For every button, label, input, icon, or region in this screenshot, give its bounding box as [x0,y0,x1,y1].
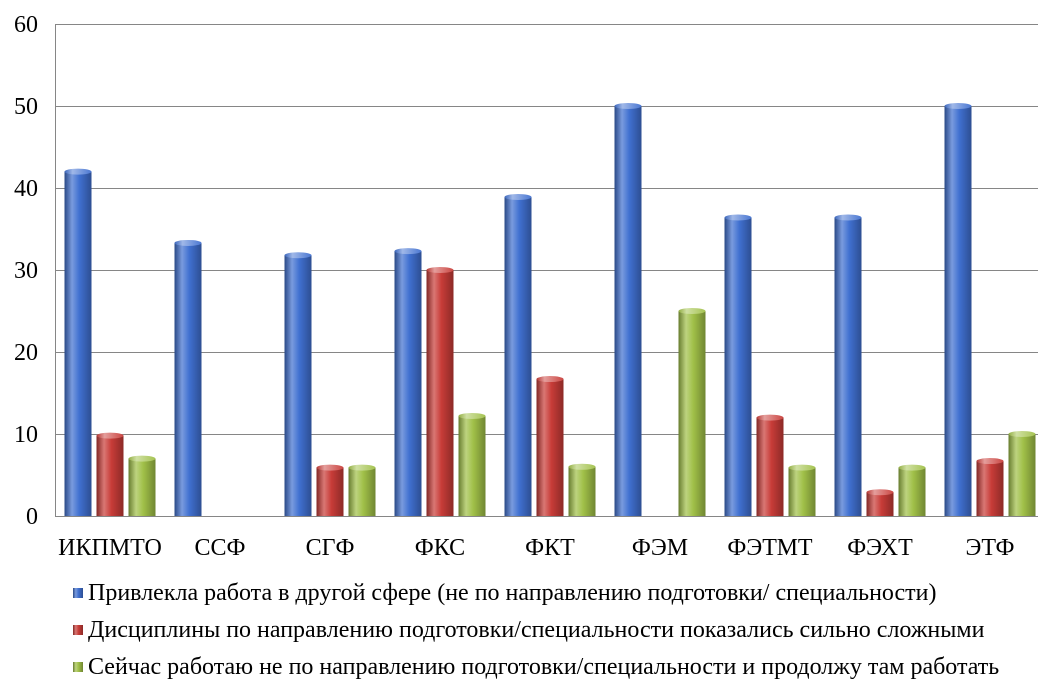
legend-swatch [73,588,83,598]
bar-group-7 [724,214,816,516]
legend-label: Привлекла работа в другой сфере (не по н… [88,580,936,606]
bar-top-cap [284,252,312,259]
x-axis-category-labels: ИКПМТО ССФ СГФ ФКС ФКТ ФЭМ ФЭТМТ ФЭХТ ЭТФ [58,535,1014,561]
bar-group-2 [174,239,202,516]
bar-top-cap [568,463,596,470]
bar-series3-1 [128,458,156,516]
bar-series2-8 [866,492,894,516]
bar-top-cap [756,414,784,421]
bar-series1-7 [724,217,752,516]
bar-series2-3 [316,467,344,516]
bar-series2-9 [976,461,1004,516]
legend-item-1: Привлекла работа в другой сфере (не по н… [73,580,936,606]
x-tick-label: ФКТ [525,535,575,561]
bar-series3-4 [458,415,486,516]
bar-top-cap [614,103,642,109]
legend-label: Сейчас работаю не по направлению подгото… [88,654,999,680]
bar-series1-8 [834,217,862,516]
legend-swatch [73,662,83,672]
bar-series2-5 [536,379,564,516]
bar-top-cap [504,194,532,201]
bar-top-cap [944,103,972,109]
bar-top-cap [96,432,124,439]
bar-group-1 [64,168,156,516]
bar-top-cap [64,168,92,175]
bar-top-cap [976,458,1004,465]
y-tick-label: 50 [14,94,38,120]
bar-top-cap [348,464,376,471]
bar-group-9 [944,103,1036,516]
bar-top-cap [1008,431,1036,437]
x-tick-label: ФКС [415,535,465,561]
bar-series2-1 [96,435,124,516]
bar-top-cap [898,464,926,471]
x-tick-label: ЭТФ [966,535,1015,561]
bar-top-cap [834,214,862,221]
bar-series2-7 [756,417,784,516]
bar-top-cap [174,239,202,246]
y-axis-tick-labels: 0 10 20 30 40 50 60 [14,12,38,530]
x-tick-label: ФЭТМТ [727,535,812,561]
bar-series3-3 [348,467,376,516]
bar-series3-6 [678,311,706,516]
bar-series2-4 [426,270,454,516]
bar-top-cap [788,464,816,471]
bar-series1-3 [284,255,312,517]
bar-top-cap [426,267,454,273]
y-tick-label: 20 [14,340,38,366]
bar-series1-9 [944,106,972,516]
bar-series1-6 [614,106,642,516]
bar-series1-1 [64,171,92,516]
bar-top-cap [128,455,156,462]
bar-top-cap [394,248,422,255]
bar-top-cap [724,214,752,221]
x-tick-label: СГФ [306,535,355,561]
legend: Привлекла работа в другой сфере (не по н… [73,580,999,680]
bar-series1-5 [504,197,532,516]
y-tick-label: 0 [26,504,38,530]
bar-top-cap [458,412,486,419]
y-tick-label: 30 [14,258,38,284]
bar-group-5 [504,194,596,516]
legend-swatch [73,625,83,635]
bar-top-cap [678,308,706,314]
legend-label: Дисциплины по направлению подготовки/спе… [88,617,985,643]
bar-top-cap [866,489,894,496]
bar-series1-2 [174,242,202,516]
bar-series3-8 [898,467,926,516]
bar-top-cap [536,376,564,383]
x-tick-label: ИКПМТО [58,535,162,561]
y-tick-label: 10 [14,422,38,448]
bar-groups [64,103,1036,517]
gridlines [55,24,1038,435]
bar-series1-4 [394,251,422,516]
x-tick-label: ССФ [195,535,246,561]
legend-item-3: Сейчас работаю не по направлению подгото… [73,654,999,680]
legend-item-2: Дисциплины по направлению подготовки/спе… [73,617,985,643]
bar-group-3 [284,252,376,517]
bar-group-4 [394,248,486,516]
bar-series3-9 [1008,434,1036,516]
bar-series3-7 [788,467,816,516]
bar-group-8 [834,214,926,516]
bar-top-cap [316,464,344,471]
bar-group-6 [614,103,706,516]
x-tick-label: ФЭХТ [847,535,913,561]
y-tick-label: 40 [14,176,38,202]
bar-series3-5 [568,466,596,516]
y-tick-label: 60 [14,12,38,38]
axes [55,24,1038,517]
x-tick-label: ФЭМ [632,535,688,561]
